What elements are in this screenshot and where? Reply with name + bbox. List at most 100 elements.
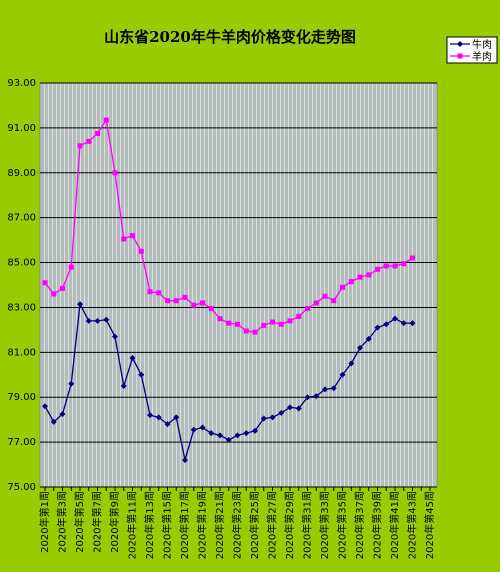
marker [68, 264, 74, 270]
marker [330, 385, 337, 392]
marker [103, 316, 110, 323]
y-tick-label: 89.00 [7, 168, 36, 179]
marker [313, 300, 319, 306]
x-tick-label: 2020年第21周 [213, 491, 226, 559]
marker [287, 318, 293, 324]
marker [42, 280, 48, 286]
marker [199, 424, 206, 431]
x-tick-label: 2020年第19周 [196, 491, 209, 559]
y-tick-label: 81.00 [7, 347, 36, 358]
marker [322, 386, 328, 393]
marker [130, 233, 135, 239]
marker [348, 279, 354, 285]
y-tick-label: 75.00 [7, 482, 36, 493]
marker [383, 321, 390, 328]
x-tick-label: 2020年第15周 [161, 491, 174, 559]
marker [191, 302, 197, 308]
marker [68, 380, 75, 387]
marker [366, 272, 372, 278]
marker [348, 360, 355, 367]
marker [165, 298, 170, 304]
marker [77, 301, 83, 308]
marker [85, 317, 92, 324]
legend-label: 羊肉 [472, 50, 492, 63]
marker [295, 405, 302, 412]
marker [305, 306, 310, 312]
marker [409, 320, 416, 327]
marker [287, 404, 293, 411]
marker [225, 436, 232, 443]
marker [252, 329, 258, 335]
marker [331, 298, 337, 304]
marker [296, 313, 302, 319]
marker [226, 320, 232, 326]
x-tick-label: 2020年第13周 [143, 491, 156, 559]
marker [121, 236, 127, 242]
marker [112, 170, 118, 176]
plot-area [39, 82, 438, 488]
legend-label: 牛肉 [472, 38, 492, 51]
x-tick-label: 2020年第1周 [38, 491, 51, 553]
y-tick-label: 79.00 [7, 392, 36, 403]
x-tick-label: 2020年第43周 [406, 491, 419, 559]
marker [103, 117, 109, 123]
chart-title: 山东省2020年牛羊肉价格变化走势图 [104, 28, 356, 46]
x-tick-label: 2020年第41周 [388, 491, 401, 559]
marker [374, 324, 381, 331]
marker [243, 430, 250, 437]
y-tick-label: 83.00 [7, 302, 36, 313]
x-tick-label: 2020年第37周 [353, 491, 366, 559]
marker [375, 266, 380, 272]
marker [357, 344, 363, 351]
marker [50, 418, 57, 425]
y-tick-label: 85.00 [7, 258, 36, 269]
marker [278, 409, 285, 416]
x-tick-label: 2020年第17周 [178, 491, 191, 559]
legend-marker [457, 53, 463, 59]
marker [147, 289, 153, 295]
x-tick-label: 2020年第45周 [423, 491, 436, 559]
x-tick-label: 2020年第39周 [371, 491, 384, 559]
marker [357, 274, 363, 280]
marker [269, 414, 276, 421]
y-tick-label: 93.00 [7, 78, 36, 89]
x-tick-label: 2020年第5周 [73, 491, 86, 553]
marker [155, 414, 162, 421]
marker [322, 293, 328, 299]
marker [156, 290, 162, 296]
marker [138, 248, 144, 254]
marker [400, 320, 407, 327]
marker [94, 317, 101, 324]
x-tick-label: 2020年第31周 [301, 491, 314, 559]
marker [112, 333, 118, 340]
marker [261, 322, 267, 328]
marker [270, 319, 275, 325]
x-tick-label: 2020年第25周 [248, 491, 261, 559]
marker [60, 285, 65, 291]
marker [120, 383, 127, 389]
marker [200, 300, 205, 306]
x-tick-label: 2020年第33周 [318, 491, 331, 559]
marker [147, 412, 153, 419]
y-tick-label: 77.00 [7, 437, 36, 448]
marker [86, 138, 92, 144]
marker [340, 284, 345, 290]
legend [446, 36, 498, 64]
marker [392, 315, 398, 322]
marker [42, 403, 48, 410]
marker [208, 430, 215, 437]
marker [182, 294, 188, 300]
marker [190, 426, 197, 433]
marker [383, 263, 389, 269]
x-tick-label: 2020年第11周 [126, 491, 139, 559]
x-tick-label: 2020年第7周 [91, 491, 104, 553]
marker [260, 415, 267, 422]
marker [59, 411, 66, 418]
marker [243, 328, 249, 334]
marker [217, 432, 223, 439]
marker [339, 371, 346, 378]
marker [95, 131, 100, 136]
x-tick-label: 2020年第27周 [266, 491, 279, 559]
marker [208, 306, 214, 312]
